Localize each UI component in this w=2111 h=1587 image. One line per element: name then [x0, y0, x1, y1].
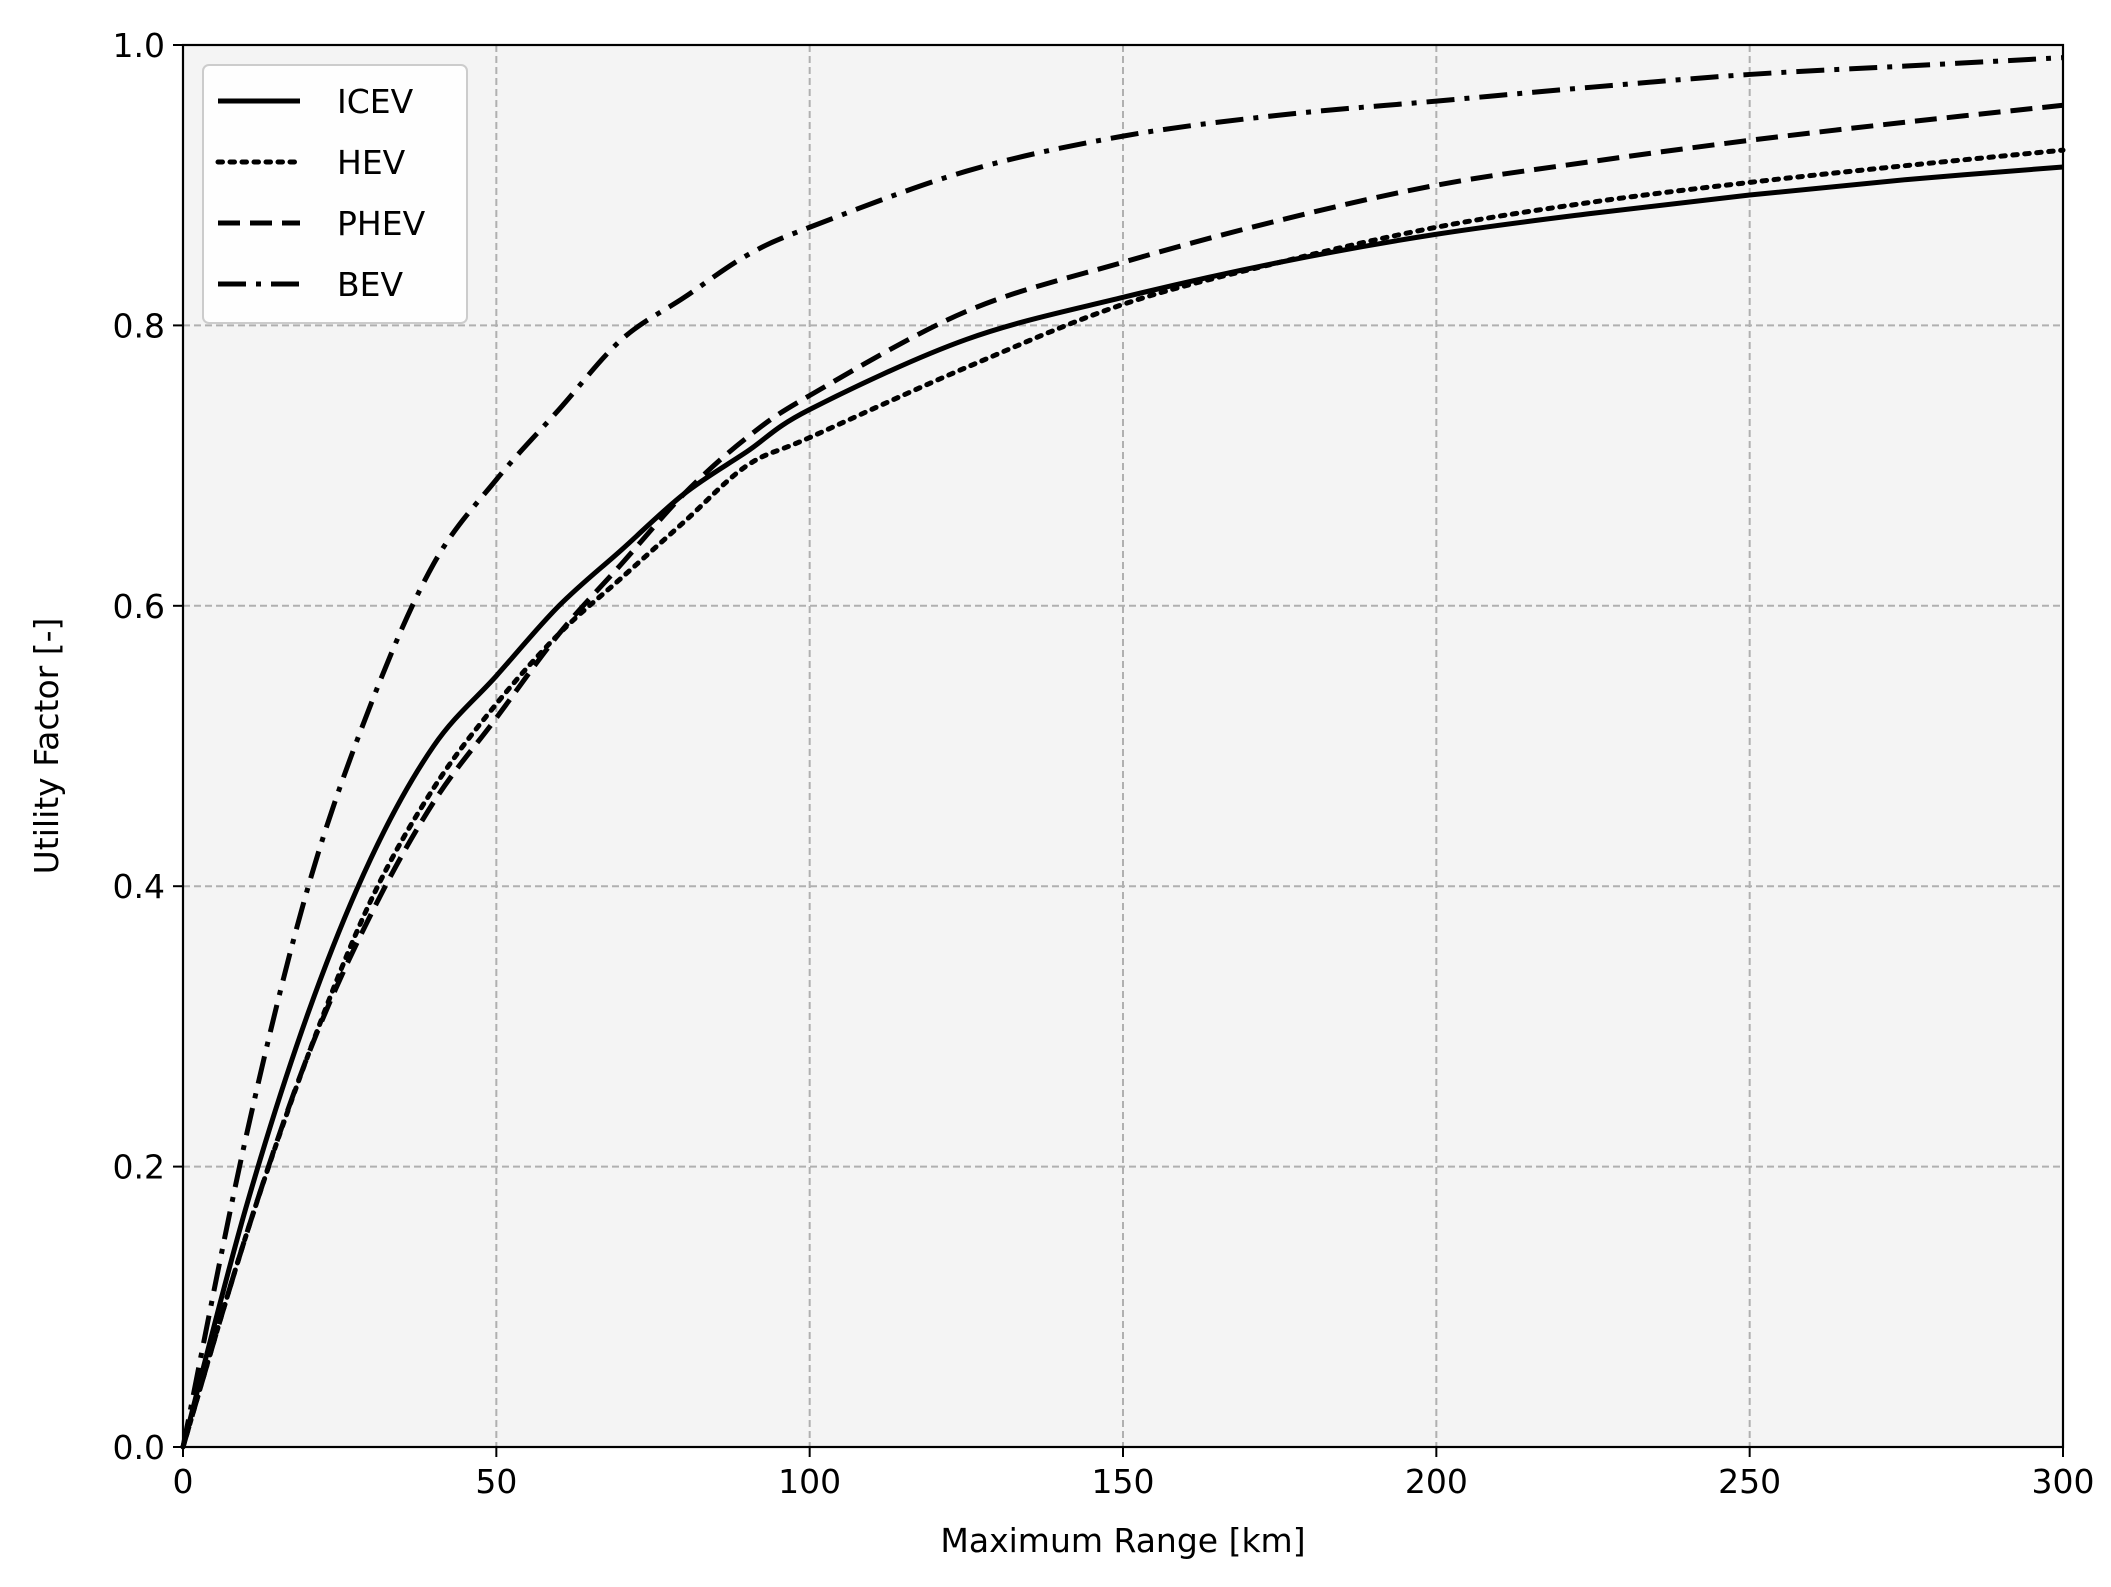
x-tick-label: 300	[2032, 1462, 2095, 1501]
legend: ICEV HEV PHEV BEV	[202, 64, 468, 324]
y-tick-label: 0.6	[113, 587, 165, 626]
legend-label-hev: HEV	[337, 143, 406, 182]
x-tick-label: 250	[1718, 1462, 1781, 1501]
y-tick-label: 0.0	[113, 1428, 165, 1467]
y-tick-label: 0.8	[113, 306, 165, 345]
series-line-phev	[180, 102, 2064, 1448]
x-tick-label: 100	[778, 1462, 841, 1501]
x-tick-label: 50	[475, 1462, 517, 1501]
x-tick-label: 150	[1092, 1462, 1155, 1501]
legend-box	[202, 64, 468, 324]
legend-label-bev: BEV	[337, 265, 403, 304]
legend-label-icev: ICEV	[337, 82, 414, 121]
x-axis: 0 50 100 150 200 250 300	[173, 1447, 2095, 1501]
series-lines	[180, 55, 2066, 1450]
x-tick-label: 200	[1405, 1462, 1468, 1501]
y-axis-title: Utility Factor [-]	[27, 618, 66, 875]
series-line-hev	[180, 147, 2066, 1450]
x-axis-title: Maximum Range [km]	[940, 1521, 1305, 1560]
series-line-icev	[180, 164, 2064, 1448]
legend-label-phev: PHEV	[337, 204, 426, 243]
y-tick-label: 1.0	[113, 26, 165, 65]
y-axis: 0.0 0.2 0.4 0.6 0.8 1.0	[113, 26, 183, 1467]
series-line-bev	[180, 55, 2064, 1448]
y-tick-label: 0.4	[113, 867, 165, 906]
x-tick-label: 0	[173, 1462, 194, 1501]
y-tick-label: 0.2	[113, 1148, 165, 1187]
